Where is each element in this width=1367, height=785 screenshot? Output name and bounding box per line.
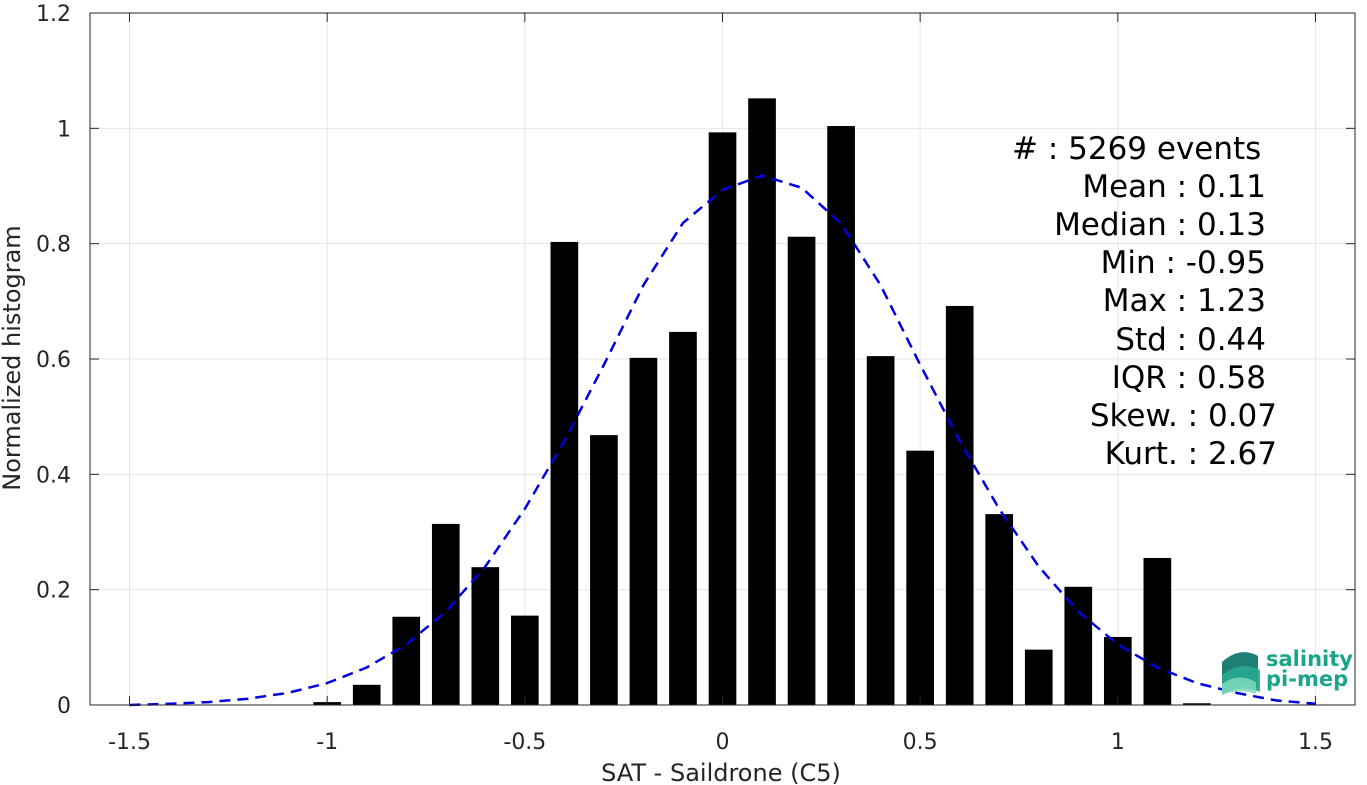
histogram-bar: [392, 616, 421, 705]
stat-mean: Mean : 0.11: [1082, 169, 1266, 205]
histogram-bar: [787, 236, 816, 705]
histogram-bar: [550, 241, 579, 706]
histogram-bar: [431, 523, 460, 705]
stat-skew: Skew. : 0.07: [1090, 398, 1277, 434]
y-axis-label: Normalized histogram: [0, 225, 26, 490]
salinity-pimep-logo: salinity pi-mep: [1222, 647, 1353, 695]
x-tick-label: 0.5: [903, 730, 938, 755]
stat-kurt: Kurt. : 2.67: [1105, 436, 1277, 472]
x-tick-label: 1: [1111, 730, 1125, 755]
histogram-bar: [827, 126, 855, 705]
histogram-bar: [866, 356, 895, 705]
stat-median: Median : 0.13: [1054, 207, 1266, 243]
histogram-bar: [748, 98, 776, 705]
y-tick-label: 0.2: [36, 579, 71, 604]
x-tick-label: -0.5: [503, 730, 546, 755]
logo-line1: salinity: [1266, 647, 1353, 671]
histogram-bar: [945, 305, 974, 705]
y-tick-label: 0.4: [36, 463, 71, 488]
x-tick-label: 0: [716, 730, 730, 755]
stats-box: # : 5269 events Mean : 0.11 Median : 0.1…: [1012, 131, 1277, 472]
stat-events: # : 5269 events: [1012, 131, 1261, 167]
stat-min: Min : -0.95: [1101, 245, 1266, 281]
y-tick-label: 1.2: [36, 2, 71, 27]
histogram-bar: [708, 132, 737, 705]
y-tick-label: 0.8: [36, 233, 71, 258]
histogram-bar: [906, 450, 934, 705]
histogram-bar: [511, 615, 539, 705]
histogram-bar: [629, 357, 658, 705]
histogram-bar: [471, 567, 500, 705]
stat-max: Max : 1.23: [1103, 283, 1266, 319]
stat-iqr: IQR : 0.58: [1112, 360, 1266, 396]
y-tick-label: 0.6: [36, 348, 71, 373]
histogram-bar: [1064, 586, 1093, 705]
y-tick-label: 1: [57, 117, 71, 142]
histogram-bar: [669, 331, 697, 705]
histogram-bar: [1103, 636, 1132, 705]
x-tick-label: -1: [316, 730, 338, 755]
histogram-bar: [1183, 703, 1211, 705]
gaussian-fit-curve: [129, 174, 1316, 707]
x-tick-label: -1.5: [108, 730, 151, 755]
histogram-bar: [985, 514, 1014, 705]
histogram-bar: [1143, 557, 1172, 705]
x-tick-label: 1.5: [1298, 730, 1333, 755]
axis-ticks: -1.5 -1 -0.5 0 0.5 1 1.5 0 0.2 0.4 0.6 0.8 1 1.2: [36, 2, 1355, 755]
histogram-bar: [1024, 649, 1053, 705]
histogram-bars: [313, 98, 1211, 706]
histogram-bar: [590, 435, 618, 705]
logo-line2: pi-mep: [1266, 667, 1348, 691]
wave-logo-icon: [1222, 652, 1260, 695]
x-axis-label: SAT - Saildrone (C5): [601, 759, 841, 785]
stat-std: Std : 0.44: [1115, 322, 1266, 358]
y-tick-label: 0: [57, 694, 71, 719]
histogram-bar: [352, 684, 381, 705]
